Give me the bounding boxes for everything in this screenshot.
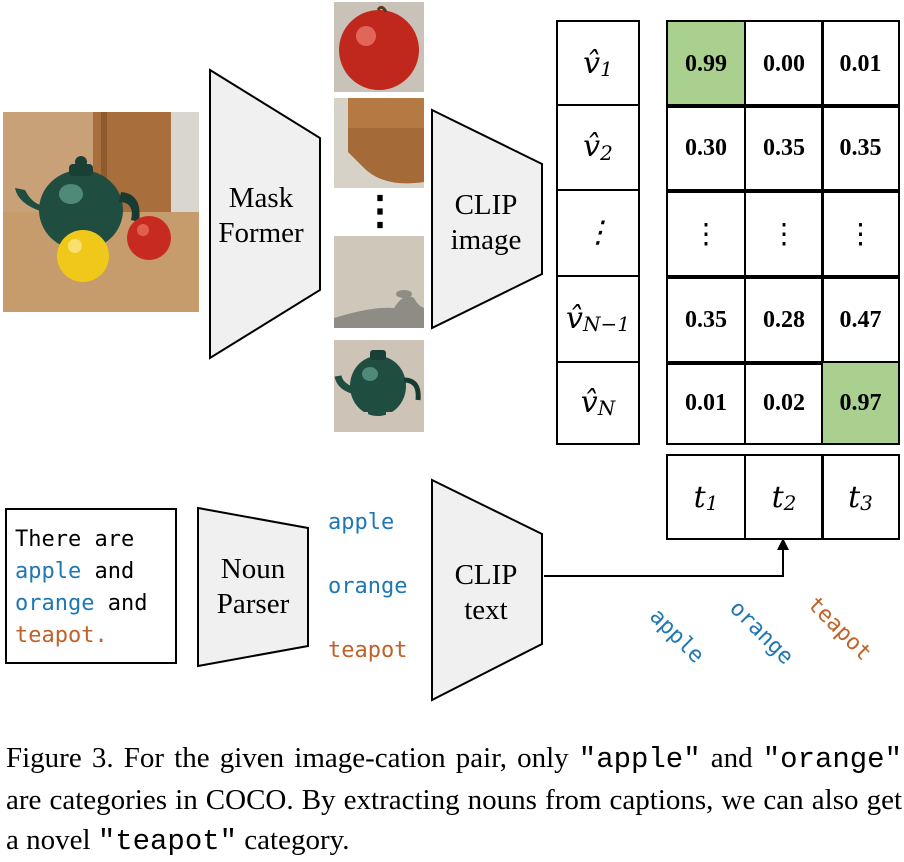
matrix-cell-3-2: ⋮ — [744, 189, 824, 279]
noun-parser-label: Noun Parser — [216, 553, 290, 620]
region-embedding-3: ⋮ — [556, 189, 640, 277]
region-embedding-1: v̂ 1 — [556, 20, 640, 106]
matrix-cell-5-1: 0.01 — [666, 361, 746, 445]
matrix-cell-5-3: 0.97 — [821, 361, 900, 445]
figure-caption: Figure 3. For the given image-cation pai… — [6, 742, 902, 858]
matrix-cell-3-3: ⋮ — [821, 189, 900, 279]
crop-background — [334, 236, 424, 328]
region-embedding-2: v̂ 2 — [556, 104, 640, 191]
clip-text-label: CLIP text — [454, 559, 518, 626]
crop-teapot — [334, 340, 424, 432]
rotated-label-teapot: teapot — [802, 592, 877, 666]
matrix-cell-1-3: 0.01 — [821, 20, 900, 108]
matrix-cell-2-3: 0.35 — [821, 104, 900, 193]
clip-image-label: CLIP image — [450, 189, 522, 256]
parsed-noun-teapot: teapot — [328, 638, 408, 663]
rotated-label-orange: orange — [724, 596, 799, 670]
sentence-line-1: There are — [15, 527, 135, 552]
input-caption-box: There are apple and orange and teapot. — [5, 508, 177, 664]
parsed-noun-apple: apple — [328, 510, 395, 535]
matrix-cell-3-1: ⋮ — [666, 189, 746, 279]
matrix-cell-2-2: 0.35 — [744, 104, 824, 193]
noun-orange: orange — [15, 591, 95, 616]
rotated-label-apple: apple — [644, 604, 709, 669]
noun-parser-block — [197, 506, 309, 668]
sentence-line-3: orange and — [15, 591, 148, 616]
matrix-cell-4-2: 0.28 — [744, 275, 824, 365]
clip-text-arrow — [544, 538, 789, 577]
crop-wood — [334, 98, 424, 188]
sentence-line-2: apple and — [15, 559, 135, 584]
clip-text-block — [431, 478, 543, 702]
matrix-cell-4-3: 0.47 — [821, 275, 900, 365]
matrix-cell-4-1: 0.35 — [666, 275, 746, 365]
crop-apple — [334, 2, 424, 92]
region-embedding-5: v̂ N — [556, 361, 640, 445]
parsed-noun-orange: orange — [328, 574, 408, 599]
matrix-cell-2-1: 0.30 — [666, 104, 746, 193]
matrix-cell-5-2: 0.02 — [744, 361, 824, 445]
sentence-line-4: teapot. — [15, 623, 108, 648]
crops-vdots: ⋮ — [360, 187, 400, 234]
clip-image-block — [431, 108, 543, 330]
matrix-cell-1-2: 0.00 — [744, 20, 824, 108]
noun-apple: apple — [15, 559, 82, 584]
mask-former-label: Mask Former — [218, 182, 304, 249]
input-photo — [3, 112, 199, 312]
mask-former-block — [209, 68, 321, 360]
matrix-cell-1-1: 0.99 — [666, 20, 746, 108]
region-embedding-4: v̂ N−1 — [556, 275, 640, 363]
